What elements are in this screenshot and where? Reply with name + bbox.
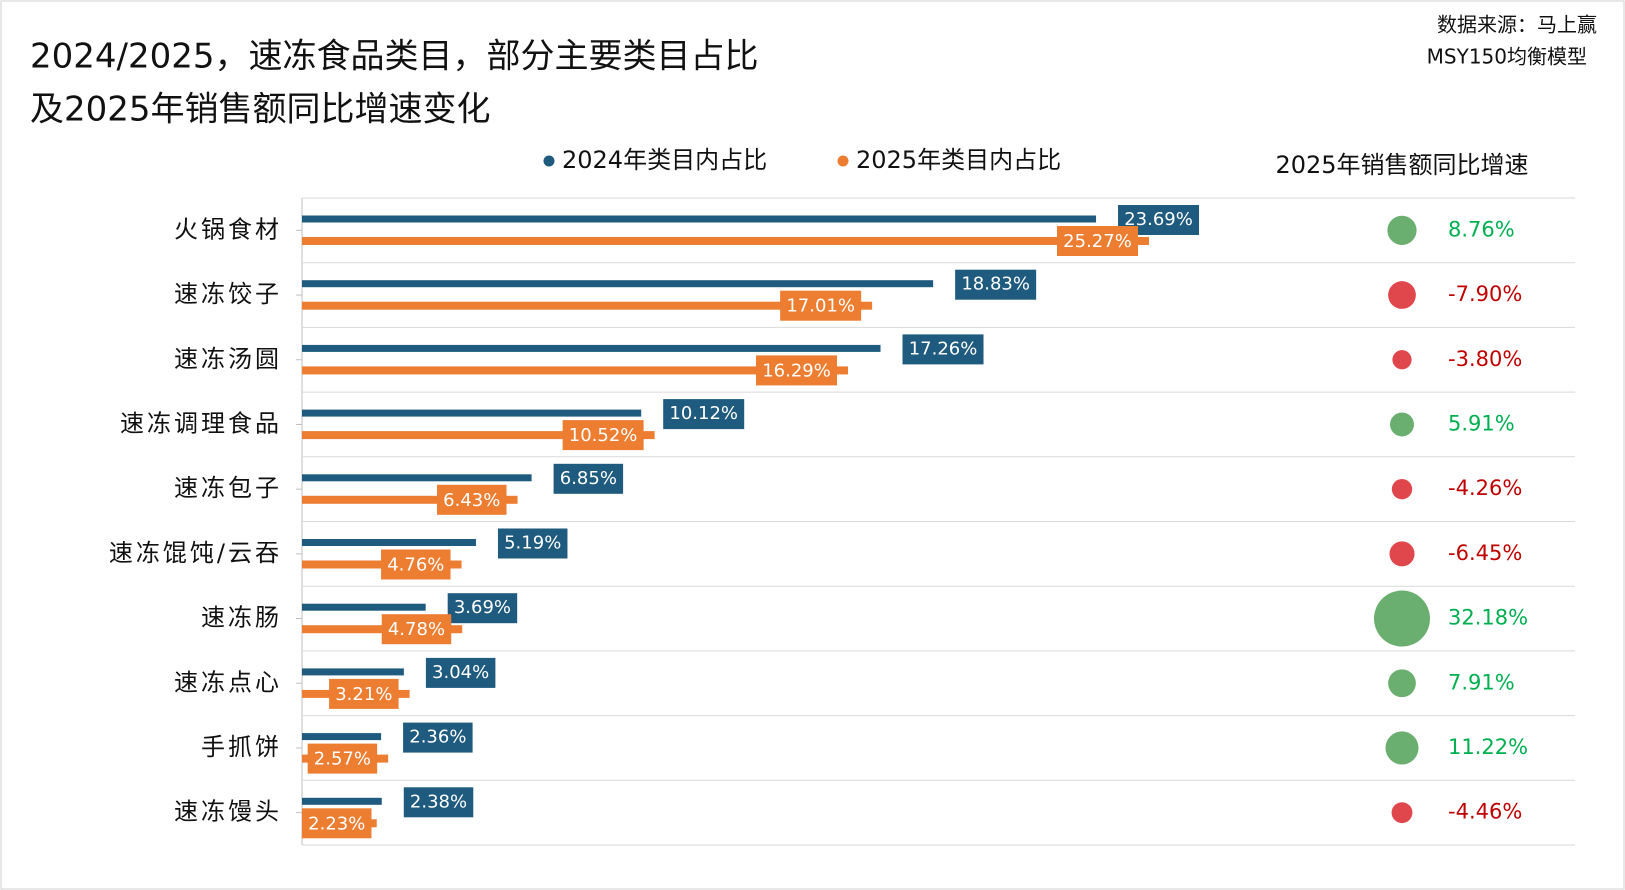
- bar: [302, 733, 382, 741]
- bubble-label: -6.45%: [1448, 541, 1522, 565]
- category-label: 速冻馄饨/云吞: [109, 539, 282, 567]
- value-label-box: [553, 463, 624, 494]
- value-label-box: [562, 420, 644, 451]
- bubble: [1391, 802, 1413, 824]
- value-label-box: [437, 484, 507, 515]
- category-label: 火锅食材: [174, 215, 282, 243]
- bubble-label: -4.46%: [1448, 800, 1522, 824]
- value-label: 10.12%: [669, 403, 738, 424]
- value-label: 23.69%: [1124, 209, 1193, 230]
- value-label: 3.69%: [454, 597, 511, 618]
- category-label: 手抓饼: [201, 733, 282, 761]
- bubble-label: -7.90%: [1448, 282, 1522, 306]
- value-label: 5.19%: [504, 533, 561, 554]
- bar: [302, 495, 518, 504]
- bubble-label: 5.91%: [1448, 411, 1515, 435]
- value-label-box: [447, 593, 518, 624]
- bubble-label: 7.91%: [1448, 670, 1515, 694]
- value-label-box: [780, 290, 862, 321]
- bubble-label: 8.76%: [1448, 217, 1515, 241]
- value-label: 6.43%: [443, 490, 500, 511]
- value-label-box: [403, 722, 473, 753]
- bar: [302, 668, 404, 676]
- value-label: 2.38%: [410, 791, 467, 812]
- bar: [302, 366, 849, 375]
- bar: [302, 301, 873, 310]
- value-label: 4.78%: [388, 619, 445, 640]
- value-label-box: [1057, 226, 1138, 256]
- bubble: [1385, 731, 1419, 765]
- category-label: 速冻馒头: [174, 798, 282, 826]
- value-label-box: [663, 399, 745, 430]
- bubble-label: -3.80%: [1448, 347, 1522, 371]
- value-label-box: [756, 355, 838, 386]
- value-label-box: [902, 334, 984, 365]
- category-label: 速冻调理食品: [120, 409, 282, 437]
- value-label: 3.04%: [432, 662, 489, 683]
- bar: [302, 237, 1149, 245]
- category-label: 速冻汤圆: [174, 345, 282, 373]
- bar: [302, 409, 642, 417]
- bubble: [1389, 541, 1415, 567]
- category-label: 速冻肠: [201, 604, 282, 632]
- bar: [302, 603, 426, 611]
- value-label: 17.26%: [909, 338, 978, 359]
- bar: [302, 280, 934, 288]
- bubble: [1388, 669, 1416, 698]
- bubble-title: 2025年销售额同比增速: [1275, 151, 1528, 179]
- value-label: 2.57%: [314, 749, 371, 770]
- chart-title: 及2025年销售额同比增速变化: [30, 90, 491, 130]
- bar: [302, 797, 382, 805]
- value-label-box: [381, 549, 451, 580]
- value-label-box: [403, 787, 474, 818]
- value-label: 6.85%: [560, 468, 617, 489]
- value-label-box: [497, 528, 568, 559]
- bar: [302, 431, 655, 440]
- value-label: 25.27%: [1063, 231, 1132, 252]
- source: 数据来源：马上赢: [1437, 13, 1597, 37]
- value-label: 17.01%: [786, 296, 855, 317]
- legend-marker: [837, 155, 849, 167]
- bubble: [1374, 590, 1430, 647]
- category-label: 速冻包子: [174, 474, 282, 502]
- category-label: 速冻饺子: [174, 280, 282, 308]
- value-label-box: [381, 614, 452, 645]
- chart-title: 2024/2025，速冻食品类目，部分主要类目占比: [30, 37, 759, 77]
- bar: [302, 344, 881, 352]
- value-label: 2.23%: [308, 813, 365, 834]
- value-label-box: [329, 678, 399, 709]
- legend-marker: [543, 155, 555, 167]
- value-label: 3.21%: [335, 684, 392, 705]
- legend-label: 2024年类目内占比: [562, 146, 767, 174]
- legend-label: 2025年类目内占比: [856, 146, 1061, 174]
- value-label-box: [425, 657, 496, 688]
- category-label: 速冻点心: [174, 668, 282, 696]
- value-label: 18.83%: [961, 274, 1030, 295]
- source: MSY150均衡模型: [1427, 45, 1587, 69]
- bubble-label: 11.22%: [1448, 735, 1528, 759]
- bubble-label: 32.18%: [1448, 606, 1528, 630]
- value-label: 16.29%: [762, 360, 831, 381]
- bubble: [1388, 281, 1416, 309]
- value-label: 2.36%: [409, 727, 466, 748]
- bubble: [1392, 350, 1412, 370]
- bubble: [1387, 215, 1417, 245]
- bubble: [1391, 478, 1413, 500]
- bar: [302, 539, 476, 546]
- bubble-label: -4.26%: [1448, 476, 1522, 500]
- value-label: 4.76%: [387, 555, 444, 576]
- bubble: [1390, 412, 1414, 437]
- bar: [302, 215, 1097, 223]
- bar: [302, 474, 532, 482]
- value-label-box: [955, 269, 1037, 300]
- value-label-box: [302, 808, 372, 839]
- value-label: 10.52%: [569, 425, 638, 446]
- value-label-box: [307, 743, 378, 774]
